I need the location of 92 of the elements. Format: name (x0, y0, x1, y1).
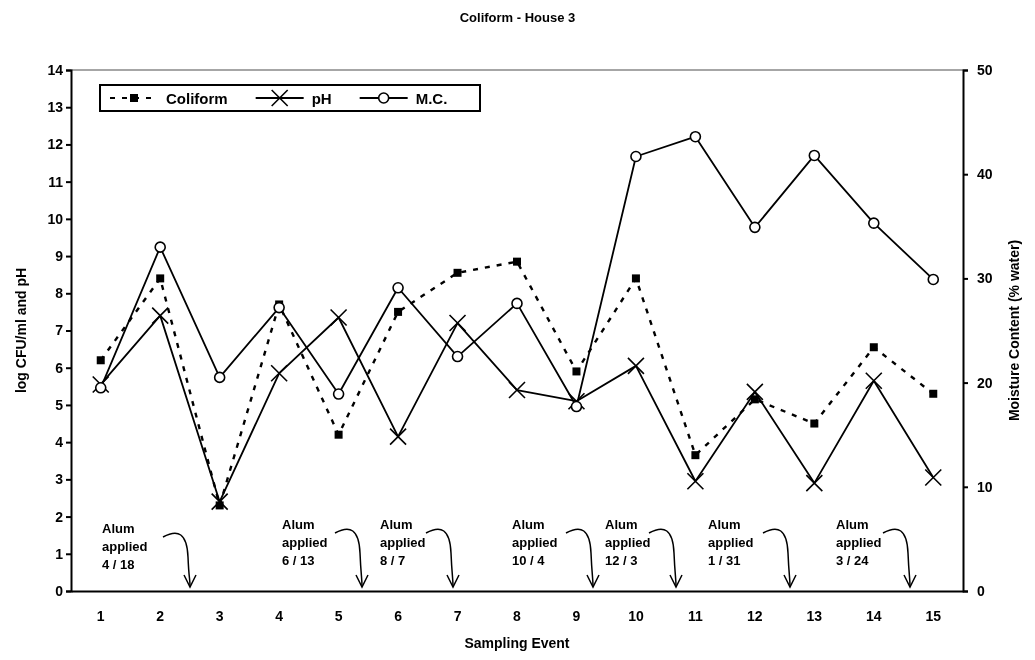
y-tick-label: 11 (48, 173, 64, 190)
y-tick-label: 2 (55, 508, 64, 525)
y2-tick-label: 30 (977, 270, 993, 287)
point (929, 389, 938, 398)
x-axis-title: Sampling Event (464, 635, 570, 651)
point (511, 297, 523, 310)
y2-tick-label: 10 (977, 478, 993, 495)
y-tick-label: 10 (47, 210, 64, 227)
x-tick-label: 1 (96, 607, 105, 624)
point (273, 301, 285, 314)
point (631, 274, 640, 283)
x-tick-label: 10 (628, 607, 644, 624)
legend-label: Coliform (166, 90, 228, 107)
x-tick-label: 15 (925, 607, 942, 624)
point (448, 314, 467, 332)
y2-tick-label: 0 (977, 582, 985, 599)
y-axis-title: log CFU/ml and pH (13, 267, 29, 394)
x-tick-label: 7 (453, 607, 462, 624)
point (508, 381, 526, 399)
annotation: Alum applied 12 / 3 (605, 517, 651, 568)
x-tick-label: 14 (866, 607, 882, 624)
annotation: Alum applied 4 / 18 (102, 521, 148, 572)
point (91, 375, 110, 394)
y-tick-label: 4 (55, 434, 64, 451)
point (691, 451, 700, 460)
y-tick-label: 5 (55, 396, 64, 413)
y-tick-label: 6 (55, 359, 64, 376)
point (151, 306, 169, 325)
point (749, 221, 761, 234)
legend-label: M.C. (415, 90, 448, 107)
point (572, 367, 581, 376)
point (810, 419, 819, 428)
x-tick-label: 8 (513, 607, 522, 624)
point (927, 273, 940, 286)
annotation: Alum applied 8 / 7 (380, 517, 426, 568)
y-tick-label: 3 (55, 471, 64, 488)
y-tick-label: 8 (55, 285, 64, 302)
point (154, 241, 166, 253)
x-tick-label: 11 (687, 607, 704, 624)
annotation: Alum applied 10 / 4 (512, 517, 558, 568)
y2-tick-label: 40 (977, 166, 993, 183)
point (868, 217, 880, 229)
x-tick-label: 5 (334, 607, 343, 624)
point (389, 427, 407, 446)
y-tick-label: 14 (47, 61, 64, 78)
y-tick-label: 9 (55, 248, 64, 265)
point (329, 308, 348, 327)
annotation: Alum applied 3 / 24 (836, 517, 882, 568)
y-tick-label: 0 (55, 582, 64, 599)
x-tick-label: 3 (215, 607, 224, 624)
y-tick-label: 13 (47, 99, 64, 116)
y2-axis-title: Moisture Content (% water) (1006, 239, 1022, 422)
point (270, 364, 288, 383)
point (570, 400, 583, 413)
point (865, 371, 883, 390)
point (394, 307, 403, 316)
annotation: Alum applied 6 / 13 (282, 517, 328, 568)
point (210, 492, 229, 511)
x-tick-label: 2 (156, 607, 165, 624)
y2-tick-label: 50 (977, 61, 993, 78)
point (869, 343, 878, 352)
point (334, 430, 343, 439)
point (746, 383, 764, 401)
y2-tick-label: 20 (977, 374, 993, 391)
point (808, 149, 821, 162)
y-tick-label: 7 (55, 322, 64, 339)
chart-title: Coliform - House 3 (459, 10, 576, 25)
point (627, 357, 645, 375)
point (630, 150, 642, 163)
point (392, 281, 404, 294)
x-tick-label: 13 (806, 607, 823, 624)
point (924, 468, 943, 487)
x-tick-label: 4 (275, 607, 284, 624)
point (453, 268, 462, 277)
x-tick-label: 9 (572, 607, 581, 624)
point (805, 474, 824, 492)
point (689, 130, 702, 143)
point (96, 356, 105, 365)
point (686, 472, 705, 491)
point (567, 392, 586, 411)
annotation: Alum applied 1 / 31 (708, 517, 754, 568)
y-tick-label: 12 (47, 136, 64, 153)
point (513, 257, 521, 266)
y-tick-label: 1 (55, 545, 64, 562)
point (332, 388, 345, 400)
legend-label: pH (311, 90, 332, 107)
point (156, 274, 165, 283)
point (213, 371, 226, 384)
x-tick-label: 12 (747, 607, 763, 624)
point (94, 382, 107, 394)
x-tick-label: 6 (394, 607, 403, 624)
point (451, 350, 464, 363)
